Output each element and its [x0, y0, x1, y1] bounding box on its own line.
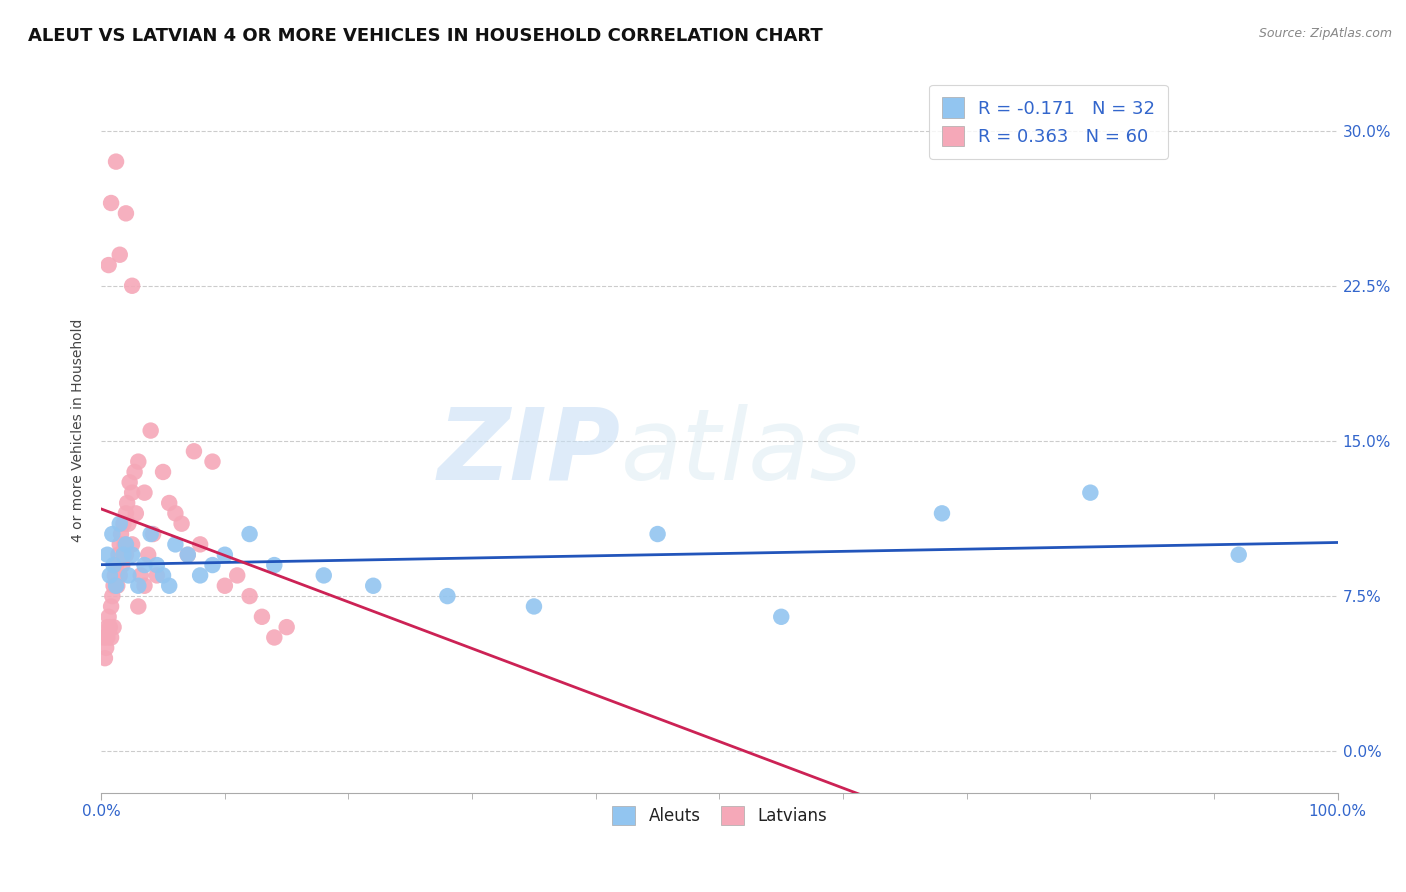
Point	[110, 527, 132, 541]
Point	[361, 579, 384, 593]
Point	[127, 579, 149, 593]
Point	[129, 568, 152, 582]
Point	[105, 558, 128, 572]
Point	[136, 548, 159, 562]
Point	[100, 196, 122, 211]
Point	[112, 548, 135, 562]
Point	[263, 631, 285, 645]
Point	[1227, 548, 1250, 562]
Point	[134, 579, 156, 593]
Text: Source: ZipAtlas.com: Source: ZipAtlas.com	[1258, 27, 1392, 40]
Text: ALEUT VS LATVIAN 4 OR MORE VEHICLES IN HOUSEHOLD CORRELATION CHART: ALEUT VS LATVIAN 4 OR MORE VEHICLES IN H…	[28, 27, 823, 45]
Point	[188, 537, 211, 551]
Point	[276, 620, 298, 634]
Point	[96, 620, 118, 634]
Point	[770, 609, 793, 624]
Point	[139, 527, 162, 541]
Point	[214, 579, 236, 593]
Point	[121, 485, 143, 500]
Point	[97, 258, 120, 272]
Point	[115, 537, 138, 551]
Point	[201, 455, 224, 469]
Point	[117, 516, 139, 531]
Point	[121, 548, 143, 562]
Point	[115, 548, 138, 562]
Point	[157, 496, 180, 510]
Text: atlas: atlas	[620, 404, 862, 500]
Point	[146, 558, 169, 572]
Text: ZIP: ZIP	[437, 404, 620, 500]
Point	[239, 527, 262, 541]
Point	[125, 506, 148, 520]
Point	[263, 558, 285, 572]
Point	[177, 548, 200, 562]
Legend: Aleuts, Latvians: Aleuts, Latvians	[602, 796, 837, 835]
Point	[112, 516, 135, 531]
Point	[96, 640, 118, 655]
Y-axis label: 4 or more Vehicles in Household: 4 or more Vehicles in Household	[72, 319, 86, 542]
Point	[124, 465, 146, 479]
Point	[239, 589, 262, 603]
Point	[94, 651, 117, 665]
Point	[98, 620, 121, 634]
Point	[115, 496, 138, 510]
Point	[127, 599, 149, 614]
Point	[647, 527, 669, 541]
Point	[142, 527, 165, 541]
Point	[103, 558, 125, 572]
Point	[103, 620, 125, 634]
Point	[201, 558, 224, 572]
Point	[100, 631, 122, 645]
Point	[105, 579, 128, 593]
Point	[111, 558, 134, 572]
Point	[250, 609, 273, 624]
Point	[115, 506, 138, 520]
Point	[170, 516, 193, 531]
Point	[146, 568, 169, 582]
Point	[101, 589, 124, 603]
Point	[152, 568, 174, 582]
Point	[115, 206, 138, 220]
Point	[157, 579, 180, 593]
Point	[96, 631, 118, 645]
Point	[104, 568, 127, 582]
Point	[108, 516, 131, 531]
Point	[177, 548, 200, 562]
Point	[100, 599, 122, 614]
Point	[96, 548, 118, 562]
Point	[93, 631, 115, 645]
Point	[183, 444, 205, 458]
Point	[108, 568, 131, 582]
Point	[188, 568, 211, 582]
Point	[436, 589, 458, 603]
Point	[127, 455, 149, 469]
Point	[134, 558, 156, 572]
Point	[118, 475, 141, 490]
Point	[134, 485, 156, 500]
Point	[121, 278, 143, 293]
Point	[523, 599, 546, 614]
Point	[214, 548, 236, 562]
Point	[139, 424, 162, 438]
Point	[114, 537, 136, 551]
Point	[165, 537, 187, 551]
Point	[107, 548, 129, 562]
Point	[105, 154, 128, 169]
Point	[312, 568, 335, 582]
Point	[108, 537, 131, 551]
Point	[1080, 485, 1102, 500]
Point	[103, 579, 125, 593]
Point	[98, 568, 121, 582]
Point	[97, 609, 120, 624]
Point	[117, 568, 139, 582]
Point	[931, 506, 953, 520]
Point	[101, 527, 124, 541]
Point	[165, 506, 187, 520]
Point	[105, 579, 128, 593]
Point	[152, 465, 174, 479]
Point	[108, 248, 131, 262]
Point	[121, 537, 143, 551]
Point	[226, 568, 249, 582]
